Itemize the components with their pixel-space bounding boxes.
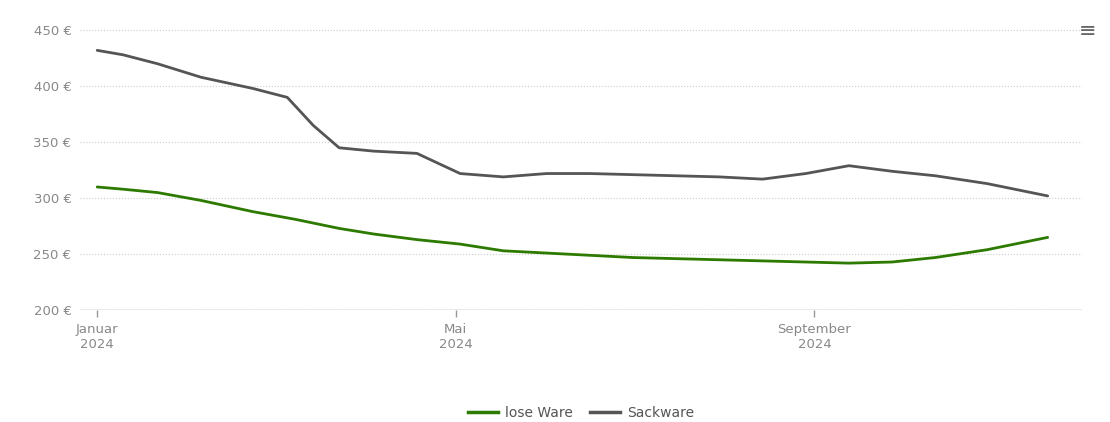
- Legend: lose Ware, Sackware: lose Ware, Sackware: [462, 400, 700, 422]
- Text: ≡: ≡: [1079, 21, 1097, 41]
